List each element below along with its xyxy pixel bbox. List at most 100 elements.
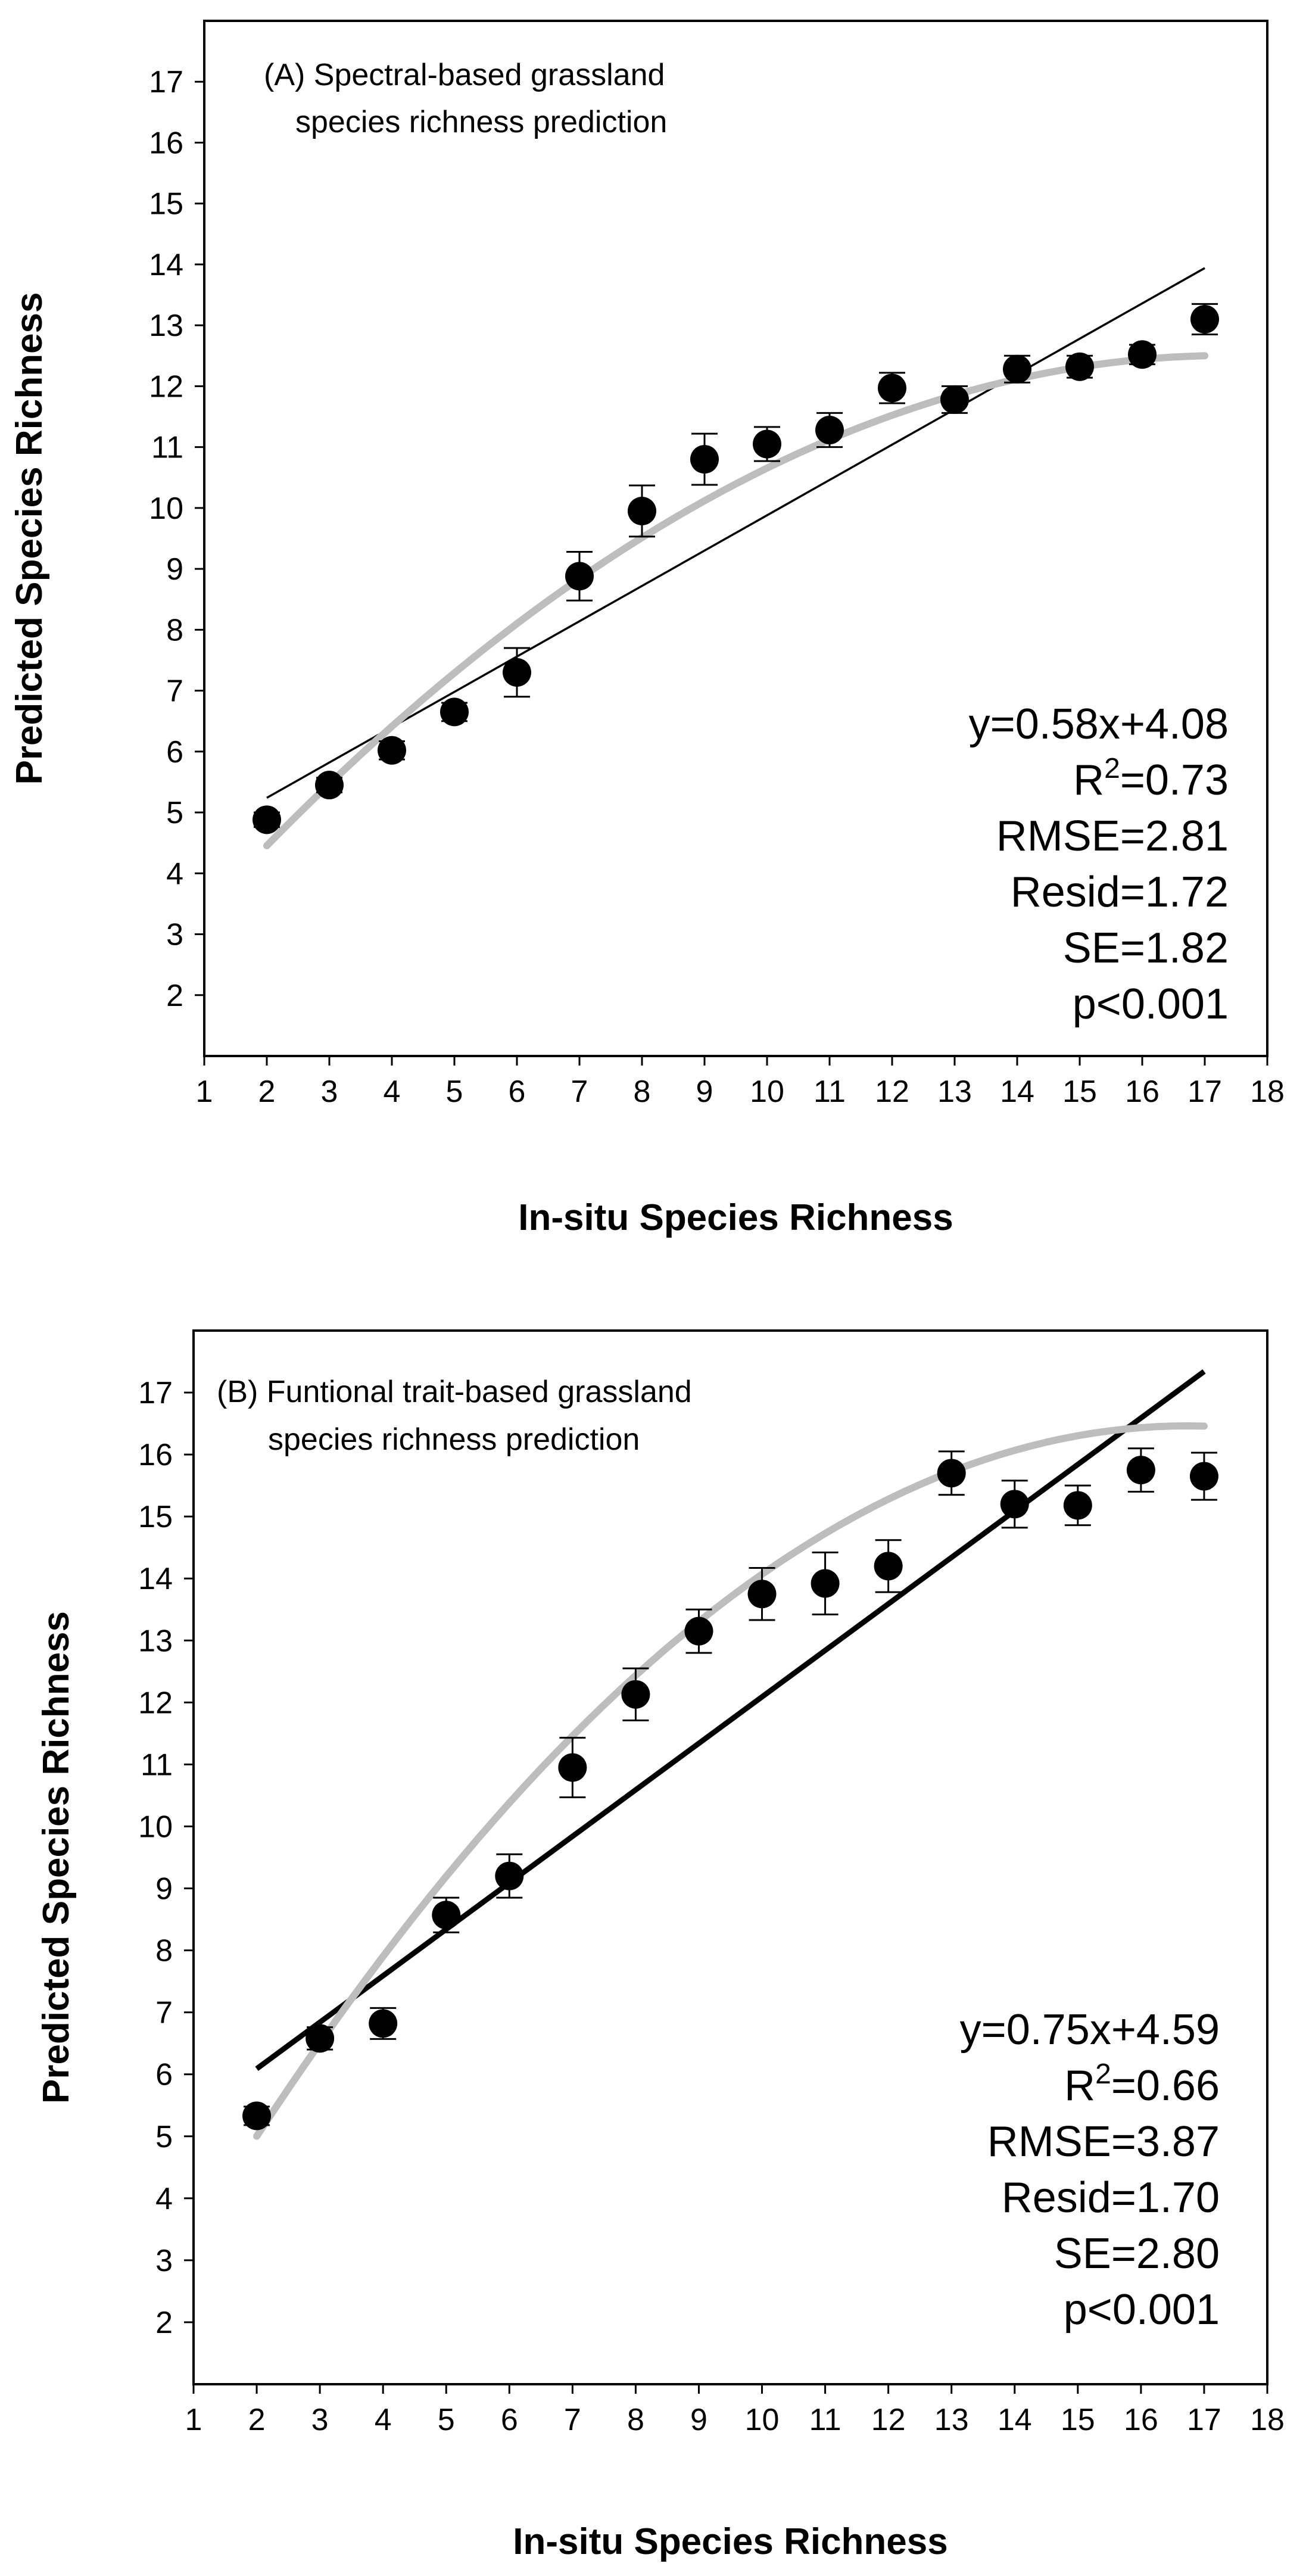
point-marker: [628, 496, 656, 525]
stats-resid-b: Resid=1.70: [1002, 2174, 1220, 2222]
r-symbol-b: R: [1064, 2062, 1095, 2110]
x-tick-label: 6: [501, 2403, 518, 2437]
point-marker: [242, 2101, 272, 2130]
point-marker: [937, 1459, 966, 1488]
data-point: [684, 1608, 713, 1654]
y-tick-label: 2: [155, 2306, 173, 2340]
point-marker: [690, 445, 719, 474]
data-point: [1065, 352, 1094, 381]
x-axis-title-b: In-situ Species Richness: [513, 2521, 947, 2562]
x-tick-label: 5: [438, 2403, 455, 2437]
x-tick-label: 15: [1061, 2403, 1095, 2437]
y-tick-label: 2: [166, 979, 183, 1013]
x-tick-label: 4: [384, 1074, 401, 1109]
y-tick-label: 9: [155, 1872, 173, 1907]
x-tick-label: 16: [1125, 1074, 1159, 1109]
point-marker: [495, 1861, 524, 1890]
point-marker: [1189, 1462, 1218, 1491]
x-tick-label: 4: [375, 2403, 392, 2437]
y-tick-label: 5: [155, 2120, 173, 2154]
data-point: [242, 2101, 272, 2130]
y-tick-label: 8: [166, 613, 183, 647]
quadratic-fit-curve-a: [263, 352, 1208, 849]
point-marker: [815, 416, 844, 445]
x-tick-label: 8: [627, 2403, 644, 2437]
y-tick-label: 16: [138, 1438, 173, 1472]
stats-equation-a: y=0.58x+4.08: [969, 700, 1229, 748]
y-tick-label: 12: [138, 1686, 173, 1720]
y-tick-label: 6: [166, 735, 183, 770]
y-tick-label: 7: [166, 674, 183, 709]
x-axis-ticks-a: 1 2 3 4 5 6 7 8 9 10 11 12 13 14 15 16 17 18: [196, 1056, 1285, 1109]
point-marker: [253, 805, 281, 834]
stats-se-a: SE=1.82: [1063, 924, 1229, 972]
x-tick-label: 7: [564, 2403, 581, 2437]
stats-rmse-a: RMSE=2.81: [996, 812, 1229, 860]
x-tick-label: 3: [311, 2403, 329, 2437]
y-tick-label: 15: [138, 1500, 173, 1534]
data-point: [378, 736, 406, 765]
x-tick-label: 9: [690, 2403, 707, 2437]
r-superscript-b: 2: [1095, 2058, 1111, 2090]
y-tick-label: 7: [155, 1996, 173, 2030]
y-tick-label: 10: [149, 491, 183, 526]
data-point: [315, 771, 344, 800]
point-marker: [684, 1616, 713, 1646]
x-tick-label: 8: [634, 1074, 651, 1109]
x-tick-label: 12: [875, 1074, 909, 1109]
y-tick-label: 4: [155, 2182, 173, 2216]
y-tick-label: 15: [149, 187, 183, 222]
x-tick-label: 5: [446, 1074, 463, 1109]
r-symbol-a: R: [1073, 756, 1104, 804]
stats-r-squared-a: R2=0.73: [1073, 753, 1229, 804]
data-point: [940, 385, 969, 414]
x-tick-label: 1: [185, 2403, 202, 2437]
plot-frame-a: [203, 20, 1268, 1057]
data-point: [621, 1667, 650, 1722]
x-tick-label: 15: [1062, 1074, 1097, 1109]
data-point: [432, 1896, 461, 1933]
y-tick-label: 13: [149, 309, 183, 343]
stats-resid-a: Resid=1.72: [1011, 868, 1229, 916]
linear-fit-line-b: [255, 1369, 1206, 2071]
x-tick-label: 13: [937, 1074, 972, 1109]
data-points-a: [253, 303, 1219, 834]
y-tick-label: 6: [155, 2058, 173, 2092]
data-points-b: [242, 1447, 1218, 2130]
x-tick-label: 9: [696, 1074, 713, 1109]
x-tick-label: 6: [509, 1074, 526, 1109]
stats-p-value-b: p<0.001: [1064, 2286, 1220, 2334]
point-marker: [747, 1580, 777, 1609]
data-point: [1190, 303, 1219, 336]
x-axis-title-a: In-situ Species Richness: [518, 1197, 953, 1238]
data-point: [440, 697, 469, 727]
x-tick-label: 2: [258, 1074, 276, 1109]
data-point: [495, 1853, 524, 1899]
point-marker: [811, 1569, 840, 1598]
x-tick-label: 2: [248, 2403, 266, 2437]
linear-fit-line-a: [266, 267, 1205, 799]
y-tick-label: 10: [138, 1809, 173, 1844]
y-tick-label: 11: [141, 1748, 173, 1782]
point-marker: [306, 2024, 335, 2053]
x-tick-label: 17: [1187, 2403, 1221, 2437]
x-tick-label: 14: [1000, 1074, 1034, 1109]
point-marker: [369, 2009, 398, 2038]
x-tick-label: 7: [571, 1074, 588, 1109]
y-tick-label: 13: [138, 1624, 173, 1658]
stats-rmse-b: RMSE=3.87: [987, 2118, 1220, 2166]
point-marker: [878, 373, 906, 403]
stats-p-value-a: p<0.001: [1073, 980, 1229, 1028]
x-tick-label: 14: [998, 2403, 1032, 2437]
data-point: [690, 432, 719, 486]
x-tick-label: 13: [934, 2403, 969, 2437]
y-tick-label: 5: [166, 796, 183, 830]
data-point: [874, 1539, 903, 1593]
r-squared-value-a: =0.73: [1120, 756, 1229, 804]
data-point: [878, 372, 906, 404]
point-marker: [503, 658, 531, 687]
